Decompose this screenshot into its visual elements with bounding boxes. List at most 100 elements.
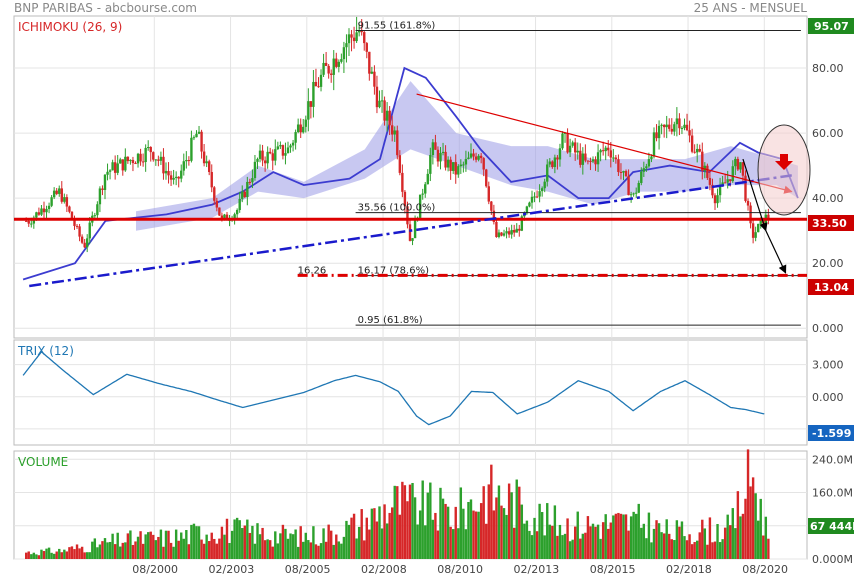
volume-bar	[309, 542, 313, 559]
candle-body	[113, 162, 117, 173]
volume-bar	[235, 517, 239, 559]
volume-bar	[655, 520, 658, 559]
volume-bar	[764, 516, 768, 559]
volume-bar	[83, 552, 86, 559]
candle-body	[197, 131, 201, 134]
volume-bar	[347, 524, 351, 559]
volume-bar	[228, 542, 231, 559]
candle-body	[716, 195, 719, 204]
volume-bar	[640, 527, 643, 559]
volume-bar	[261, 527, 264, 559]
x-tick-label: 08/2020	[742, 563, 788, 576]
candle-body	[520, 216, 524, 231]
volume-bar	[111, 533, 114, 559]
volume-bar	[563, 533, 567, 559]
candle-body	[352, 37, 356, 42]
candle-body	[426, 173, 429, 185]
volume-bar	[421, 480, 424, 559]
volume-bar	[342, 536, 346, 559]
volume-bar	[42, 551, 46, 559]
candle-body	[680, 128, 684, 130]
candle-body	[124, 156, 127, 171]
candle-body	[449, 159, 452, 171]
volume-bar	[571, 539, 574, 559]
volume-bar	[762, 535, 765, 559]
candle-body	[429, 154, 432, 174]
candle-body	[45, 209, 48, 213]
volume-bar	[546, 503, 549, 559]
candle-body	[42, 208, 46, 213]
volume-bar	[754, 493, 757, 559]
volume-bar	[500, 505, 503, 559]
candle-body	[342, 47, 346, 60]
candle-body	[324, 62, 328, 66]
volume-bar	[729, 525, 732, 559]
candle-body	[131, 159, 135, 164]
candle-body	[657, 125, 661, 139]
volume-bar	[406, 501, 409, 559]
volume-bar	[551, 525, 554, 559]
candle-body	[205, 161, 208, 164]
volume-bar	[63, 549, 66, 559]
volume-bar	[337, 541, 341, 559]
candle-body	[690, 135, 694, 152]
volume-bar	[477, 511, 480, 559]
volume-bar	[629, 516, 633, 559]
volume-bar	[322, 528, 325, 559]
candle-body	[322, 62, 325, 75]
candle-body	[192, 137, 196, 139]
candle-body	[103, 174, 107, 190]
volume-bar	[680, 521, 684, 559]
volume-bar	[533, 517, 536, 559]
volume-bar	[73, 549, 76, 559]
volume-bar	[665, 519, 668, 559]
candle-body	[546, 164, 549, 182]
volume-bar	[670, 539, 673, 559]
candle-body	[492, 210, 496, 222]
candle-body	[360, 30, 363, 33]
candle-body	[218, 207, 221, 216]
x-tick-label: 08/2015	[590, 563, 636, 576]
volume-bar	[594, 526, 597, 559]
x-tick-label: 08/2000	[132, 563, 178, 576]
candle-body	[159, 156, 163, 161]
candle-body	[462, 164, 465, 166]
volume-bar	[266, 539, 269, 559]
volume-bar	[439, 487, 442, 559]
volume-bar	[601, 522, 605, 559]
candle-body	[655, 132, 658, 139]
candle-body	[477, 155, 480, 160]
volume-bar	[624, 514, 628, 559]
volume-tick-label: 160.0M	[812, 487, 853, 500]
volume-bar	[586, 516, 590, 559]
volume-bar	[474, 511, 478, 559]
volume-bar	[169, 542, 173, 559]
candle-body	[586, 160, 590, 162]
volume-bar	[668, 533, 671, 559]
candle-body	[302, 126, 305, 133]
candle-body	[235, 210, 239, 215]
volume-bar	[152, 534, 155, 559]
volume-bar	[535, 531, 539, 559]
volume-bar	[657, 523, 661, 559]
volume-bar	[434, 512, 437, 559]
volume-bar	[744, 498, 747, 559]
ichimoku-cloud	[22, 66, 799, 281]
volume-bar	[528, 530, 531, 559]
candle-body	[591, 159, 595, 162]
candle-body	[65, 197, 69, 207]
candle-body	[579, 150, 582, 165]
volume-bar	[154, 540, 158, 559]
candle-body	[241, 191, 244, 199]
candle-body	[284, 153, 287, 156]
volume-bar	[622, 514, 625, 559]
volume-bar	[698, 532, 701, 559]
price-tick-label: 20.00	[812, 257, 844, 270]
candle-body	[169, 175, 173, 180]
candle-body	[185, 160, 188, 162]
candle-body	[479, 155, 483, 159]
candle-body	[746, 200, 750, 206]
volume-bar	[462, 508, 465, 559]
candle-body	[604, 147, 607, 152]
candle-body	[487, 186, 490, 202]
